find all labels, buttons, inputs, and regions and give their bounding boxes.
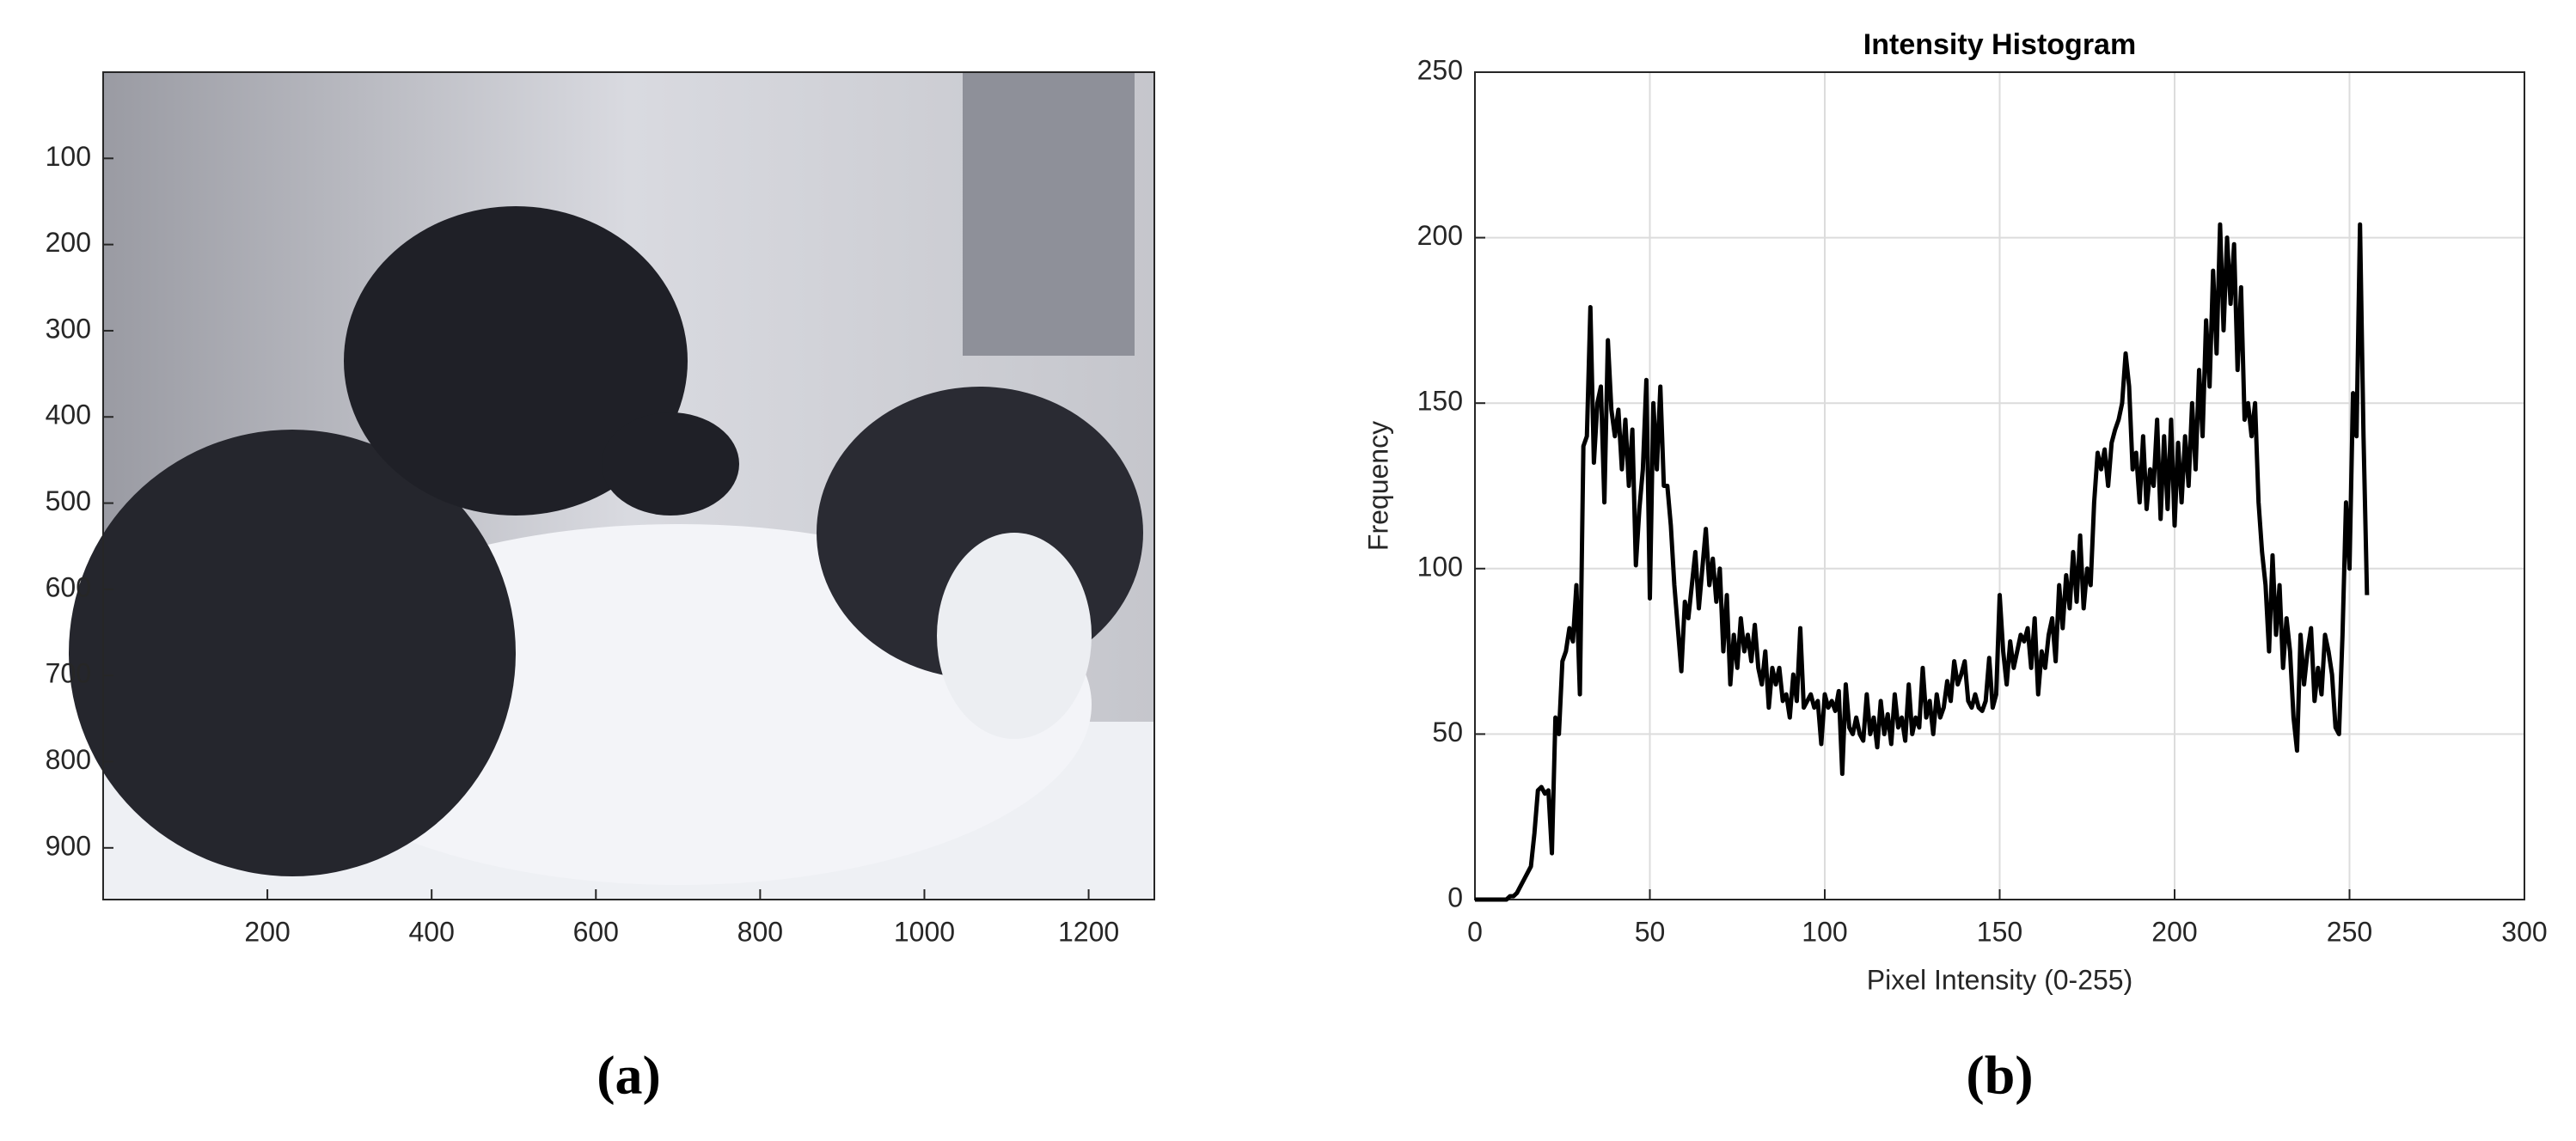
panel-caption: (a): [597, 1045, 661, 1106]
y-tick-label: 200: [1417, 220, 1463, 251]
y-tick-label: 0: [1447, 882, 1463, 912]
y-tick-label: 100: [1417, 551, 1463, 582]
chart-title: Intensity Histogram: [1863, 28, 2136, 61]
x-tick-label: 50: [1635, 916, 1666, 947]
x-axis-label: Pixel Intensity (0-255): [1867, 964, 2132, 995]
y-tick-label: 500: [46, 485, 91, 516]
photo-black-dog-head: [344, 206, 688, 516]
x-tick-label: 1000: [894, 916, 955, 947]
y-tick-label: 400: [46, 400, 91, 430]
axes-box: [102, 71, 1155, 900]
x-tick-label: 250: [2327, 916, 2372, 947]
panel-caption: (b): [1966, 1045, 2033, 1106]
x-tick-label: 200: [244, 916, 290, 947]
x-tick-label: 300: [2501, 916, 2547, 947]
histogram-line: [1475, 222, 2370, 902]
y-tick-label: 300: [46, 313, 91, 344]
x-tick-label: 1200: [1058, 916, 1119, 947]
y-tick-label: 700: [46, 658, 91, 689]
x-tick-label: 800: [737, 916, 783, 947]
axes-box: [1474, 71, 2525, 900]
y-tick-label: 200: [46, 227, 91, 258]
photo-black-dog-snout: [602, 412, 739, 516]
x-tick-label: 600: [573, 916, 619, 947]
y-tick-label: 250: [1417, 54, 1463, 85]
x-tick-label: 150: [1977, 916, 2022, 947]
y-tick-label: 600: [46, 571, 91, 602]
x-tick-label: 0: [1467, 916, 1483, 947]
photo-black-dog: [69, 430, 516, 876]
x-tick-label: 200: [2151, 916, 2197, 947]
y-tick-label: 800: [46, 744, 91, 775]
y-tick-label: 50: [1432, 717, 1463, 747]
y-axis-label: Frequency: [1362, 421, 1393, 551]
y-tick-label: 900: [46, 830, 91, 861]
photo-white-dog-face: [937, 533, 1092, 739]
x-tick-label: 400: [408, 916, 454, 947]
y-tick-label: 150: [1417, 386, 1463, 417]
y-tick-label: 100: [46, 141, 91, 172]
photo-roof: [963, 72, 1135, 356]
photo: [69, 72, 1154, 900]
x-tick-label: 100: [1802, 916, 1847, 947]
